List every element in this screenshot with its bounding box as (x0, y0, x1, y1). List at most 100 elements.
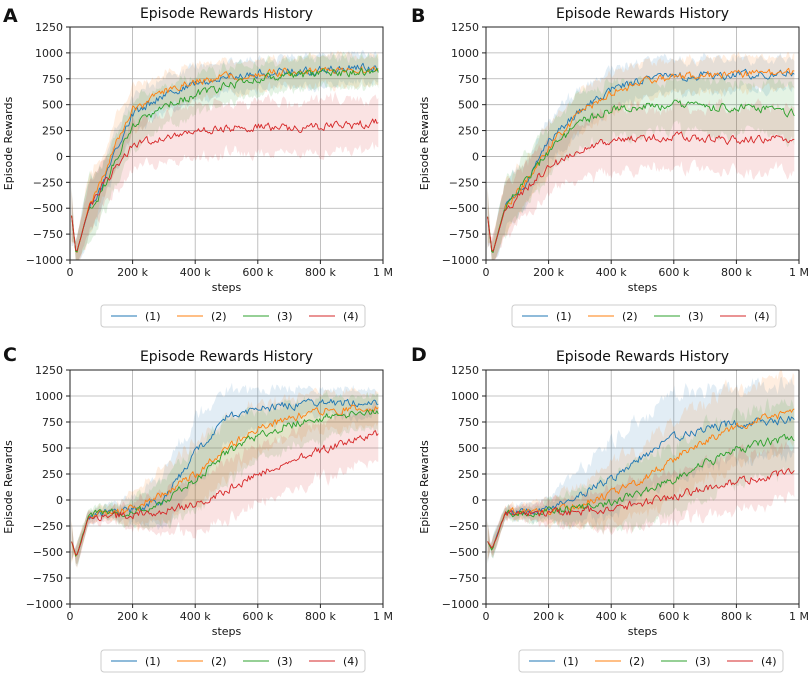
legend-label-4: (4) (343, 655, 359, 668)
legend-label-1: (1) (563, 655, 579, 668)
x-tick-label: 1 M (789, 266, 809, 279)
y-tick-label: 0 (472, 494, 479, 507)
y-tick-label: 1000 (451, 390, 479, 403)
x-axis-label: steps (212, 281, 242, 294)
y-tick-label: −250 (33, 520, 63, 533)
y-tick-label: 500 (458, 99, 479, 112)
x-axis-label: steps (628, 625, 658, 638)
series-line-2 (71, 404, 379, 557)
y-axis-label: Episode Rewards (2, 97, 15, 191)
legend-label-3: (3) (277, 655, 293, 668)
x-axis-label: steps (628, 281, 658, 294)
series-band-1 (71, 382, 379, 567)
y-tick-label: −500 (33, 202, 63, 215)
y-tick-label: 0 (472, 150, 479, 163)
x-tick-label: 600 k (658, 610, 689, 623)
series-line-4 (71, 430, 379, 556)
y-tick-label: −500 (449, 202, 479, 215)
legend: (1) (2) (3) (4) (511, 304, 777, 328)
y-tick-label: 250 (42, 468, 63, 481)
legend-label-4: (4) (343, 310, 359, 323)
panel-letter: C (3, 344, 17, 366)
y-axis-label: Episode Rewards (418, 440, 431, 534)
panel-letter: D (411, 344, 427, 366)
series-line-1 (71, 62, 379, 252)
legend-label-1: (1) (145, 655, 161, 668)
legend-label-1: (1) (556, 310, 572, 323)
y-tick-label: 250 (42, 125, 63, 138)
x-tick-label: 200 k (533, 610, 564, 623)
y-tick-label: 1000 (35, 390, 63, 403)
y-tick-label: −500 (33, 546, 63, 559)
chart-title: Episode Rewards History (556, 6, 729, 22)
x-tick-label: 600 k (242, 610, 273, 623)
x-tick-label: 0 (483, 610, 490, 623)
legend-label-2: (2) (211, 310, 227, 323)
series-band-4 (71, 91, 379, 260)
legend-label-3: (3) (277, 310, 293, 323)
legend-label-3: (3) (688, 310, 704, 323)
y-axis-label: Episode Rewards (418, 97, 431, 191)
legend-label-3: (3) (695, 655, 711, 668)
series-line-4 (487, 131, 795, 252)
legend-label-4: (4) (754, 310, 770, 323)
chart-panel-b: B 0 200 k 400 k 600 k 800 k 1 M −1000 −750 −500 −2… (411, 5, 809, 328)
x-tick-label: 400 k (596, 610, 627, 623)
legend-label-2: (2) (629, 655, 645, 668)
y-tick-label: 1000 (451, 47, 479, 60)
series-band-2 (71, 387, 379, 568)
x-tick-label: 0 (483, 266, 490, 279)
y-tick-label: 1250 (451, 364, 479, 377)
y-tick-label: 250 (458, 125, 479, 138)
y-tick-label: 750 (458, 416, 479, 429)
series-band-2 (487, 370, 795, 563)
chart-title: Episode Rewards History (140, 349, 313, 365)
legend: (1) (2) (3) (4) (100, 304, 366, 328)
y-tick-label: 1250 (35, 21, 63, 34)
series-line-4 (71, 118, 379, 252)
x-tick-label: 1 M (373, 266, 393, 279)
y-tick-label: −500 (449, 546, 479, 559)
x-tick-label: 800 k (721, 610, 752, 623)
legend-label-2: (2) (211, 655, 227, 668)
series-line-3 (71, 67, 379, 253)
y-tick-label: −250 (449, 176, 479, 189)
legend-label-4: (4) (761, 655, 777, 668)
plot-frame (69, 26, 384, 261)
series-band-1 (487, 376, 795, 564)
series-line-2 (487, 408, 795, 550)
series-band-3 (487, 398, 795, 562)
chart-panel-a: A 0 200 k 400 k 600 k 800 k 1 M −1000 −750 −500 −2… (2, 5, 393, 328)
y-tick-label: −1000 (442, 598, 479, 611)
y-tick-label: 750 (42, 73, 63, 86)
y-tick-label: 1000 (35, 47, 63, 60)
plot-frame (485, 369, 800, 605)
y-tick-label: 1250 (451, 21, 479, 34)
x-axis-label: steps (212, 625, 242, 638)
y-tick-label: 500 (42, 99, 63, 112)
series-band-1 (487, 52, 795, 260)
legend-box (518, 649, 784, 673)
panel-letter: A (3, 5, 18, 27)
y-tick-label: 750 (458, 73, 479, 86)
y-tick-label: −1000 (442, 254, 479, 267)
y-tick-label: 0 (56, 494, 63, 507)
series-band-4 (71, 401, 379, 565)
y-tick-label: 0 (56, 150, 63, 163)
x-tick-label: 200 k (117, 266, 148, 279)
legend-box (511, 304, 777, 328)
x-tick-label: 600 k (658, 266, 689, 279)
legend-box (100, 304, 366, 328)
y-tick-label: 500 (458, 442, 479, 455)
plot-frame (485, 26, 800, 261)
panel-letter: B (411, 5, 425, 27)
x-tick-label: 1 M (373, 610, 393, 623)
y-axis-label: Episode Rewards (2, 440, 15, 534)
y-tick-label: 250 (458, 468, 479, 481)
y-tick-label: −750 (449, 572, 479, 585)
series-line-4 (487, 468, 795, 549)
x-tick-label: 800 k (305, 266, 336, 279)
x-tick-label: 1 M (789, 610, 809, 623)
series-line-1 (487, 415, 795, 550)
